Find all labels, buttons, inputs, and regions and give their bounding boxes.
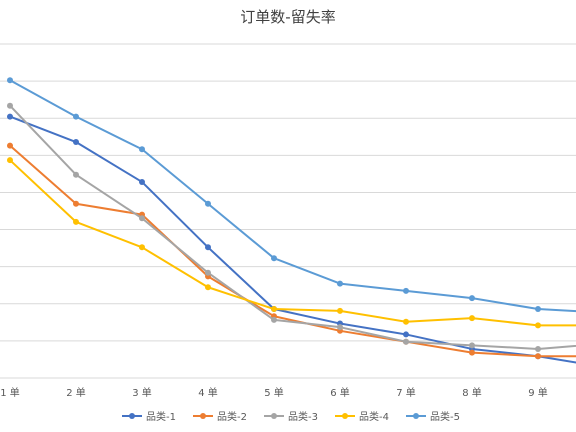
data-point [271,255,277,262]
data-point [337,307,343,314]
x-tick-label: 7 单 [396,387,416,399]
data-point [205,269,211,276]
legend-label: 品类-2 [217,410,247,423]
data-point [271,306,277,313]
data-point [73,218,79,225]
chart-title: 订单数-留失率 [240,8,335,26]
legend-item: 品类-3 [264,410,318,423]
data-point [139,215,145,222]
data-point [535,345,541,352]
x-tick-label: 3 单 [132,387,152,399]
legend-marker [271,413,277,419]
legend-marker [200,413,206,419]
data-point [73,171,79,178]
x-tick-labels: 1 单2 单3 单4 单5 单6 单7 单8 单9 单10 单 [0,387,548,399]
data-point [403,338,409,345]
data-point [7,113,13,120]
data-point [205,244,211,251]
data-point [337,324,343,331]
data-point [469,349,475,356]
series-1 [7,113,576,364]
legend-label: 品类-1 [146,410,176,423]
data-point [469,295,475,302]
series-4 [7,157,576,329]
series-line [9,159,576,327]
data-point [403,318,409,325]
data-point [535,306,541,313]
series-line [9,105,576,350]
x-tick-label: 9 单 [528,387,548,399]
data-point [469,315,475,322]
series-3 [7,102,576,352]
x-tick-label: 6 单 [330,387,350,399]
data-point [205,200,211,207]
x-tick-label: 1 单 [0,387,20,399]
legend-label: 品类-4 [359,410,389,423]
series-2 [7,142,576,360]
data-point [337,280,343,287]
series-line [9,115,576,364]
series-line [9,79,576,313]
data-point [403,287,409,294]
data-point [139,146,145,153]
data-point [271,316,277,323]
gridlines [0,43,576,379]
legend-label: 品类-3 [288,410,318,423]
legend-marker [413,413,419,419]
legend-marker [129,413,135,419]
data-point [535,322,541,329]
series-5 [7,77,576,313]
data-point [469,342,475,349]
data-point [7,142,13,149]
data-point [403,331,409,338]
legend-marker [342,413,348,419]
data-point [535,353,541,360]
x-tick-label: 5 单 [264,387,284,399]
legend-item: 品类-1 [122,410,176,423]
legend-item: 品类-2 [193,410,247,423]
x-tick-label: 8 单 [462,387,482,399]
series-line [9,144,576,358]
data-point [73,113,79,120]
data-point [7,77,13,84]
legend-item: 品类-5 [406,410,460,423]
legend: 品类-1 品类-2 品类-3 品类-4 品类-5 [122,410,460,423]
data-point [73,139,79,146]
series-group [7,77,576,364]
x-tick-label: 4 单 [198,387,218,399]
legend-item: 品类-4 [335,410,389,423]
data-point [139,178,145,185]
data-point [205,284,211,291]
x-tick-label: 2 单 [66,387,86,399]
legend-label: 品类-5 [430,410,460,423]
data-point [139,244,145,251]
data-point [73,200,79,207]
data-point [7,157,13,164]
data-point [7,102,13,109]
